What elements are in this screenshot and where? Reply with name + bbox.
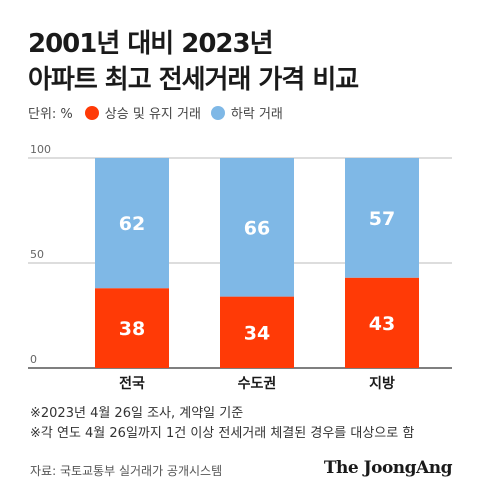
bar-segment-2-0 <box>345 277 419 368</box>
legend-swatch-rise <box>84 105 99 120</box>
y-tick-label-100: 100 <box>30 143 51 156</box>
bar-segment-1-1 <box>220 158 294 297</box>
y-tick-label-0: 0 <box>30 353 37 366</box>
data-label-0-1: 62 <box>119 213 145 235</box>
legend-label-rise: 상승 및 유지 거래 <box>104 107 201 122</box>
data-label-2-1: 57 <box>369 208 395 230</box>
bar-segment-0-0 <box>95 288 169 368</box>
footnote-1: ※2023년 4월 26일 조사, 계약일 기준 <box>30 406 244 421</box>
footnote-2: ※각 연도 4월 26일까지 1건 이상 전세거래 체결된 경우를 대상으로 함 <box>30 426 415 441</box>
data-label-1-1: 66 <box>244 217 270 239</box>
legend-label-fall: 하락 거래 <box>230 107 283 122</box>
category-label-0: 전국 <box>119 375 145 392</box>
data-label-1-0: 34 <box>244 322 270 344</box>
brand-logo: The JoongAng <box>323 458 453 478</box>
stacked-bar-chart: 0 50 100 38 62 전국 34 66 수도권 43 57 지방 <box>28 143 452 392</box>
bar-segment-1-0 <box>220 296 294 368</box>
bar-segment-2-1 <box>345 158 419 278</box>
bar-segment-0-1 <box>95 158 169 289</box>
title-line-1: 2001년 대비 2023년 <box>28 29 274 59</box>
chart-title: 2001년 대비 2023년 아파트 최고 전세거래 가격 비교 <box>28 26 359 98</box>
legend-item-fall: 하락 거래 <box>210 103 283 122</box>
category-label-1: 수도권 <box>238 376 277 392</box>
category-label-2: 지방 <box>369 375 395 392</box>
footnotes: ※2023년 4월 26일 조사, 계약일 기준 ※각 연도 4월 26일까지 … <box>30 404 414 444</box>
legend-item-rise: 상승 및 유지 거래 <box>84 103 201 122</box>
legend: 단위: % 상승 및 유지 거래 하락 거래 <box>28 103 293 122</box>
data-label-0-0: 38 <box>119 318 145 340</box>
title-line-2: 아파트 최고 전세거래 가격 비교 <box>28 65 359 95</box>
data-label-2-0: 43 <box>369 313 395 335</box>
source-text: 자료: 국토교통부 실거래가 공개시스템 <box>30 464 223 478</box>
legend-swatch-fall <box>210 105 225 120</box>
y-tick-label-50: 50 <box>30 248 44 261</box>
unit-label: 단위: % <box>28 107 73 122</box>
